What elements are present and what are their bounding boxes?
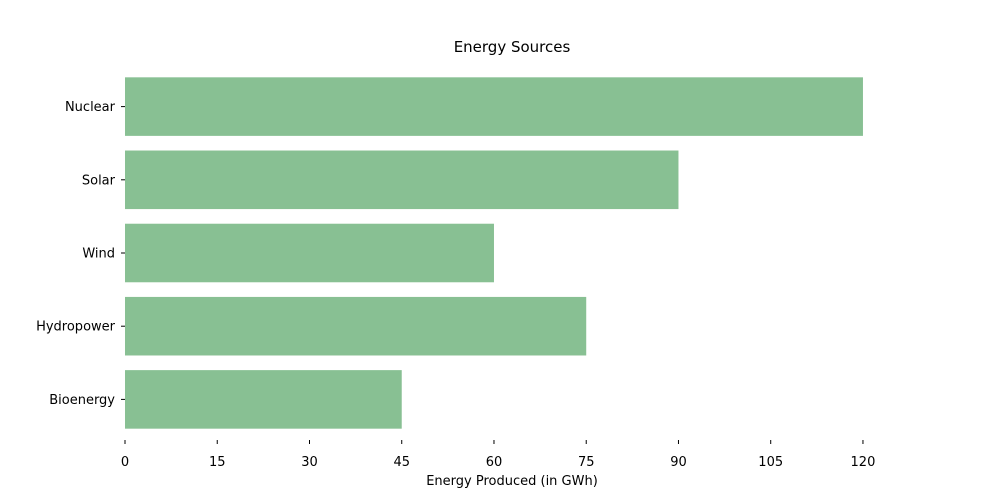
bars-group bbox=[125, 77, 863, 429]
chart-title: Energy Sources bbox=[454, 38, 571, 56]
bar-nuclear bbox=[125, 77, 863, 136]
bar-bioenergy bbox=[125, 370, 402, 429]
x-tick-label-75: 75 bbox=[578, 455, 595, 470]
bar-hydropower bbox=[125, 296, 587, 356]
x-tick-label-105: 105 bbox=[758, 455, 783, 470]
x-tick-label-60: 60 bbox=[486, 455, 503, 470]
bar-solar bbox=[125, 150, 679, 210]
category-label-bioenergy: Bioenergy bbox=[49, 393, 115, 408]
bar-wind bbox=[125, 223, 494, 283]
x-tick-label-90: 90 bbox=[670, 455, 687, 470]
x-tick-label-120: 120 bbox=[851, 455, 876, 470]
category-label-hydropower: Hydropower bbox=[36, 320, 116, 335]
x-axis: 0 15 30 45 60 75 90 105 120 bbox=[121, 440, 876, 470]
x-tick-label-15: 15 bbox=[209, 455, 226, 470]
category-label-wind: Wind bbox=[82, 247, 115, 262]
x-tick-label-0: 0 bbox=[121, 455, 129, 470]
category-label-nuclear: Nuclear bbox=[65, 100, 116, 115]
category-labels-group: Nuclear Solar Wind Hydropower Bioenergy bbox=[36, 100, 125, 408]
x-tick-label-45: 45 bbox=[393, 455, 410, 470]
x-axis-label: Energy Produced (in GWh) bbox=[426, 474, 598, 489]
x-tick-label-30: 30 bbox=[301, 455, 318, 470]
category-label-solar: Solar bbox=[82, 173, 116, 188]
